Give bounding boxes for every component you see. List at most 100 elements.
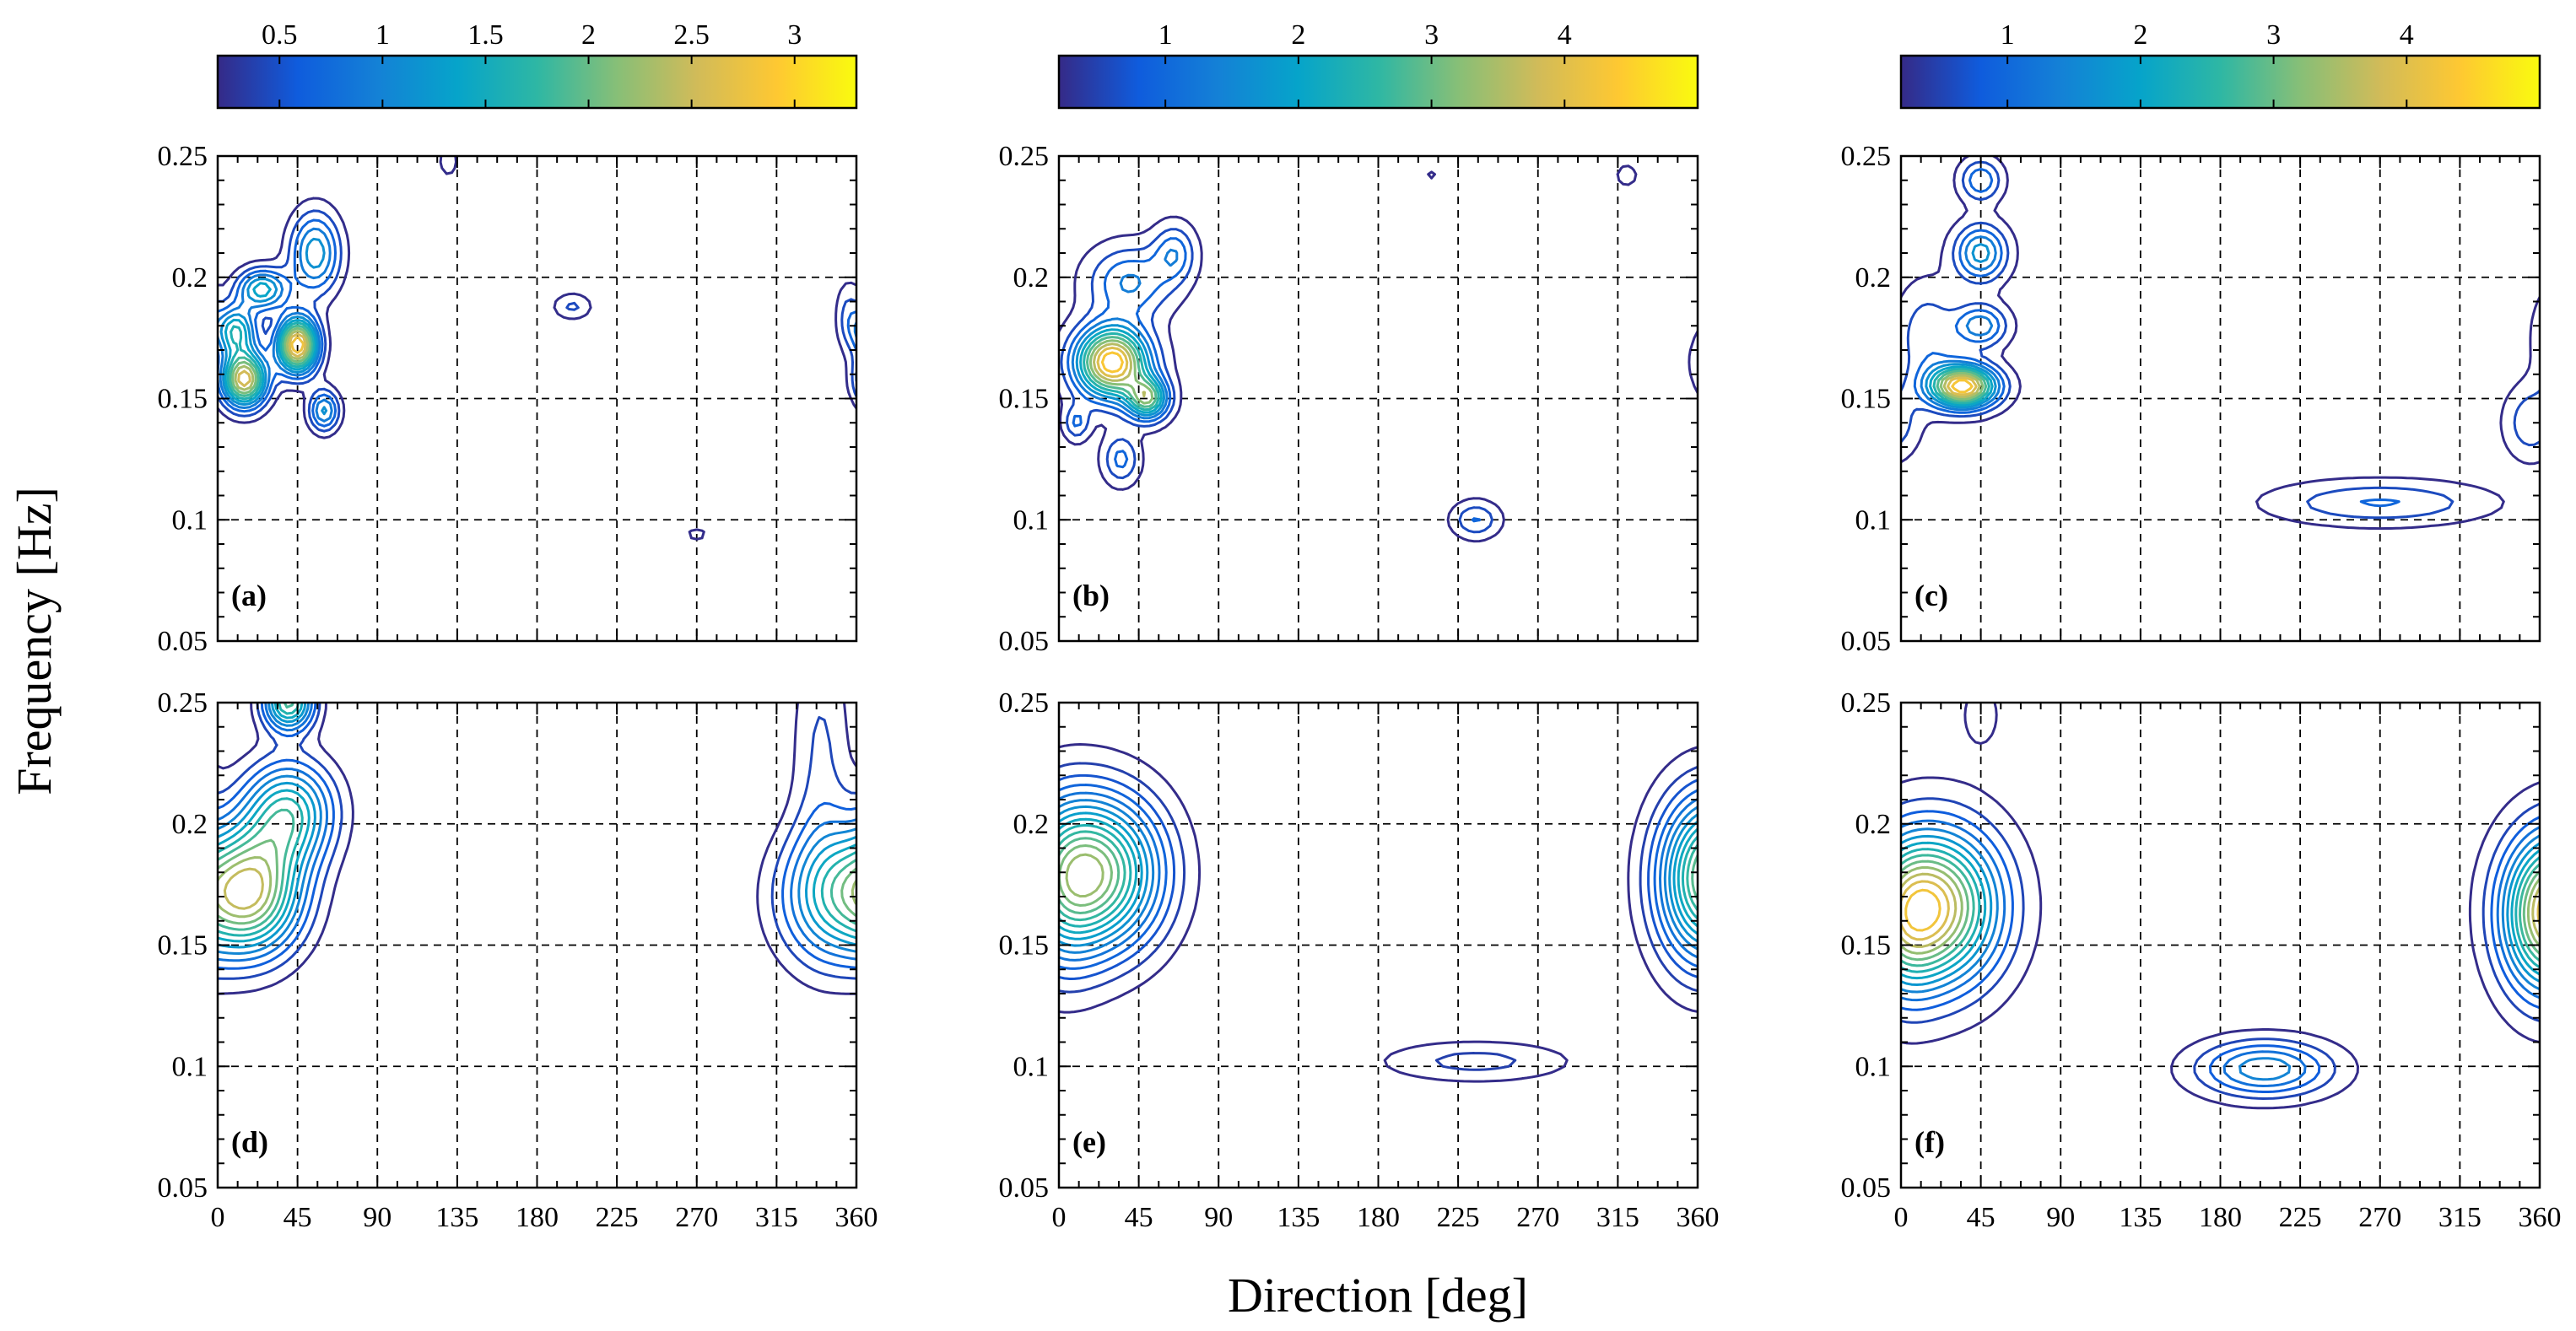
contour-level <box>1059 830 1698 922</box>
contour-level <box>1059 164 1698 543</box>
y-tick-label: 0.05 <box>999 1172 1050 1204</box>
colorbar-gradient <box>216 54 858 110</box>
contour-level <box>218 703 856 962</box>
x-tick-label: 270 <box>2358 1202 2401 1233</box>
contour-level <box>1901 854 2540 967</box>
contour-level <box>234 329 310 391</box>
x-tick-label: 135 <box>1277 1202 1320 1233</box>
colorbar-tick-label: 2.5 <box>673 19 710 51</box>
contour-lines <box>1901 703 2540 1110</box>
colorbar-tick-label: 4 <box>2400 19 2414 51</box>
y-tick-label: 0.25 <box>1841 141 1892 172</box>
contour-lines <box>1901 156 2540 531</box>
x-tick-label: 45 <box>284 1202 312 1233</box>
contour-level <box>218 703 856 943</box>
contour-level <box>1075 324 1166 417</box>
ticks <box>1900 155 2541 642</box>
contour-level <box>229 324 313 397</box>
contour-level <box>237 332 307 387</box>
contour-level <box>1059 791 1698 962</box>
y-tick-label: 0.1 <box>1855 1051 1892 1082</box>
contour-level <box>1071 248 1179 420</box>
contour-level <box>1086 336 1158 408</box>
x-tick-label: 135 <box>435 1202 478 1233</box>
contour-level <box>1059 773 1698 980</box>
colorbar-2: 1 2 3 4 <box>1057 19 1699 110</box>
contour-level <box>1901 872 2540 948</box>
contour-level <box>1096 346 1129 378</box>
grid <box>1901 703 2540 1188</box>
contour-level <box>1901 797 2540 1100</box>
panel-label: (b) <box>1072 579 1110 612</box>
colorbar-tick-label: 0.5 <box>262 19 298 51</box>
contour-level <box>1901 156 2540 531</box>
y-tick-label: 0.05 <box>158 1172 208 1204</box>
contour-level <box>218 703 856 949</box>
contour-level <box>1901 810 2540 1093</box>
y-tick-label: 0.25 <box>999 141 1050 172</box>
colorbar-tick-label: 1 <box>375 19 390 51</box>
contour-level <box>226 321 315 401</box>
colorbar-tick-label: 2 <box>581 19 596 51</box>
y-tick-label: 0.2 <box>1013 262 1050 294</box>
x-tick-label: 45 <box>1967 1202 1995 1233</box>
contour-level <box>1936 369 1988 402</box>
colorbar-tick-label: 3 <box>787 19 802 51</box>
contour-level <box>224 282 317 403</box>
y-tick-label: 0.25 <box>158 687 208 719</box>
y-tick-label: 0.1 <box>1013 1051 1050 1082</box>
y-tick-label: 0.05 <box>158 626 208 657</box>
panel-label: (c) <box>1914 579 1948 612</box>
y-tick-label: 0.1 <box>172 504 208 536</box>
y-tick-label: 0.15 <box>1841 930 1892 962</box>
colorbar-tick-label: 1 <box>2001 19 2015 51</box>
x-tick-label: 0 <box>1052 1202 1067 1233</box>
contour-lines <box>218 703 856 995</box>
x-tick-label: 45 <box>1125 1202 1153 1233</box>
x-tick-label: 360 <box>835 1202 878 1233</box>
contour-level <box>1065 853 1104 898</box>
contour-level <box>1901 848 2540 973</box>
y-tick-label: 0.15 <box>1841 384 1892 415</box>
ticks <box>1058 702 1698 1188</box>
colorbar-tick-label: 2 <box>2133 19 2147 51</box>
contour-level <box>1932 368 1990 405</box>
x-tick-label: 315 <box>755 1202 798 1233</box>
ticks <box>217 702 857 1188</box>
ticks <box>1058 155 1698 642</box>
y-tick-label: 0.15 <box>999 930 1050 962</box>
y-tick-label: 0.2 <box>172 262 208 294</box>
contour-level <box>1901 703 2540 1110</box>
ticks <box>217 155 857 642</box>
panel-b: 0.05 0.1 0.15 0.2 0.25 (b) <box>999 141 1699 657</box>
contour-level <box>1100 351 1124 374</box>
contour-level <box>218 209 856 433</box>
x-tick-label: 135 <box>2119 1202 2162 1233</box>
y-tick-label: 0.05 <box>1841 626 1892 657</box>
colorbar-tick-label: 1.5 <box>467 19 504 51</box>
panel-label: (d) <box>231 1125 268 1159</box>
contour-level <box>1901 834 2540 986</box>
contour-lines <box>1059 164 1698 543</box>
contour-level <box>1059 811 1698 940</box>
y-tick-label: 0.1 <box>1855 504 1892 536</box>
contour-lines <box>1059 743 1698 1083</box>
contour-level <box>1925 243 1997 409</box>
panel-f: 0.05 0.1 0.15 0.2 0.25 0 45 90 135 180 225 270 315 36… <box>1841 687 2562 1233</box>
x-tick-label: 0 <box>211 1202 225 1233</box>
x-tick-label: 225 <box>596 1202 639 1233</box>
contour-level <box>1929 365 1994 407</box>
x-axis-title: Direction [deg] <box>1228 1268 1528 1323</box>
contour-level <box>1059 799 1698 954</box>
contour-level <box>218 703 856 937</box>
grid <box>1059 703 1698 1188</box>
contour-level <box>1093 342 1147 398</box>
colorbar-gradient <box>1057 54 1699 110</box>
colorbar-3: 1 2 3 4 <box>1899 19 2541 110</box>
contour-level <box>1059 817 1698 935</box>
x-tick-label: 360 <box>1677 1202 1720 1233</box>
panel-label: (f) <box>1914 1125 1945 1159</box>
y-tick-label: 0.2 <box>1855 262 1892 294</box>
y-tick-label: 0.25 <box>1841 687 1892 719</box>
